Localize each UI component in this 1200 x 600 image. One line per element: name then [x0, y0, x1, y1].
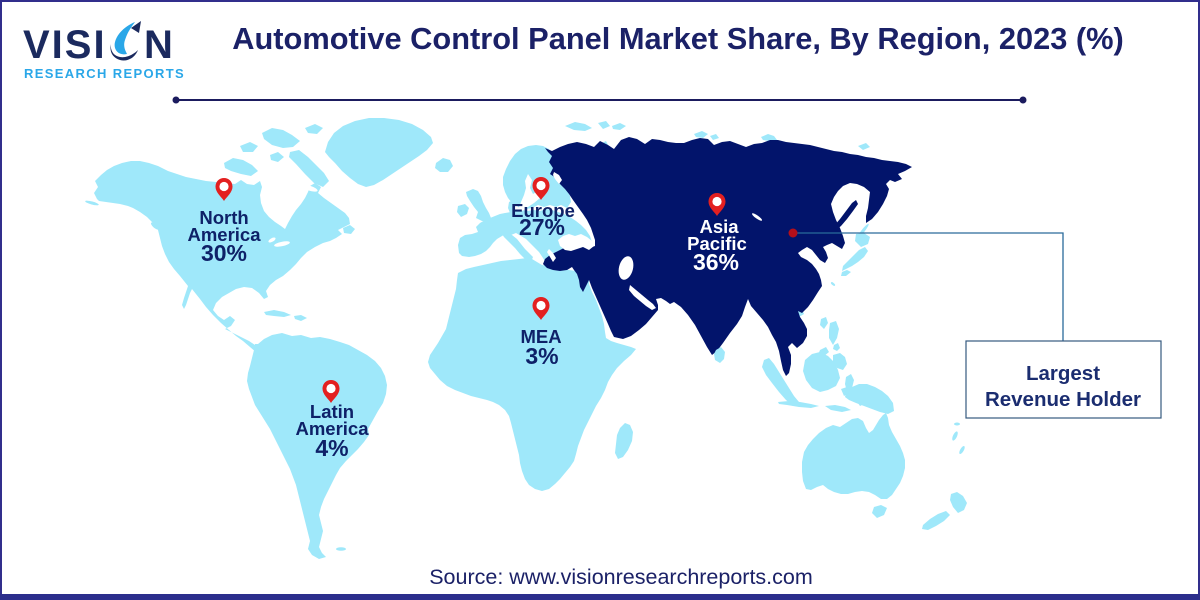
svg-text:MEA: MEA	[520, 326, 561, 347]
svg-text:Revenue Holder: Revenue Holder	[985, 388, 1141, 411]
svg-text:27%: 27%	[519, 214, 565, 240]
svg-text:VISI: VISI	[23, 23, 107, 67]
svg-text:Asia: Asia	[699, 216, 739, 237]
svg-text:4%: 4%	[315, 435, 348, 461]
svg-text:3%: 3%	[525, 343, 558, 369]
svg-text:Largest: Largest	[1026, 362, 1100, 385]
svg-text:North: North	[199, 207, 248, 228]
svg-text:Latin: Latin	[310, 401, 354, 422]
svg-text:Pacific: Pacific	[687, 233, 747, 254]
svg-text:30%: 30%	[201, 240, 247, 266]
svg-text:36%: 36%	[693, 249, 739, 275]
svg-text:Europe: Europe	[511, 200, 575, 221]
svg-text:America: America	[187, 224, 261, 245]
svg-text:America: America	[295, 418, 369, 439]
svg-text:N: N	[144, 23, 173, 67]
